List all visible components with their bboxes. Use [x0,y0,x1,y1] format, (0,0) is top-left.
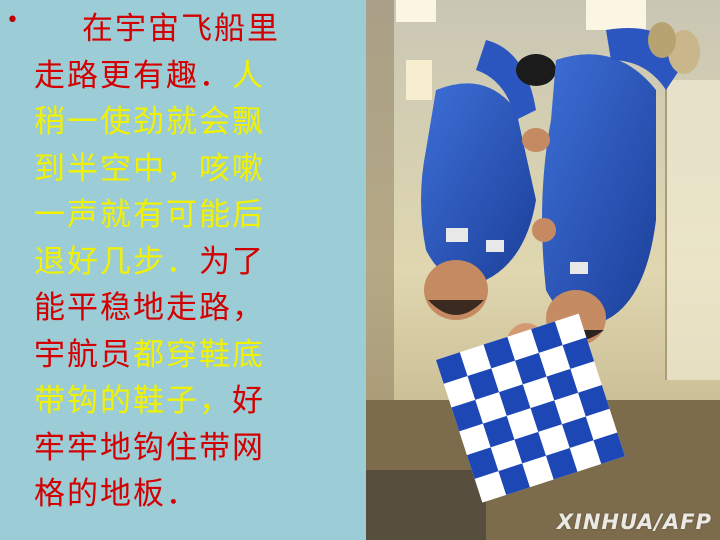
text-line: 稍一使劲就会飘 [34,99,364,146]
text-segment: 宇航员 [34,336,133,373]
text-segment: 一声就有可能后 [34,197,265,233]
text-line: 走路更有趣．人 [34,53,364,100]
text-segment: 都穿鞋底 [133,336,265,373]
text-line: 宇航员都穿鞋底 [34,332,364,379]
text-line: 在宇宙飞船里 [34,6,364,53]
body-text: 在宇宙飞船里 走路更有趣．人 稍一使劲就会飘 到半空中，咳嗽 一声就有可能后 退… [34,6,364,518]
text-line: 带钩的鞋子，好 [34,378,364,425]
text-segment: 能平稳地走路， [34,290,265,326]
text-line: 能平稳地走路， [34,285,364,332]
text-segment: 到半空中，咳嗽 [34,150,265,187]
text-line: 格的地板． [34,471,364,518]
astronaut-photo: XINHUA/AFP [366,0,720,540]
text-segment: 人 [232,57,265,94]
text-line: 退好几步．为了 [34,239,364,286]
photo-illustration [366,0,720,540]
text-line: 到半空中，咳嗽 [34,146,364,193]
text-segment: 带钩的鞋子， [34,383,232,419]
text-line: 牢牢地钩住带网 [34,425,364,472]
text-segment: 稍一使劲就会飘 [34,104,265,140]
text-segment: 牢牢地钩住带网 [34,429,265,466]
photo-credit: XINHUA/AFP [556,510,712,534]
text-segment: 在宇宙飞船里 [82,11,280,47]
text-segment: 走路更有趣． [34,57,232,94]
text-segment: 格的地板． [34,476,199,512]
bullet-marker: • [6,8,19,33]
text-segment: 为了 [199,243,265,280]
text-segment: 退好几步． [34,243,199,280]
text-line: 一声就有可能后 [34,192,364,239]
text-segment: 好 [232,383,265,419]
